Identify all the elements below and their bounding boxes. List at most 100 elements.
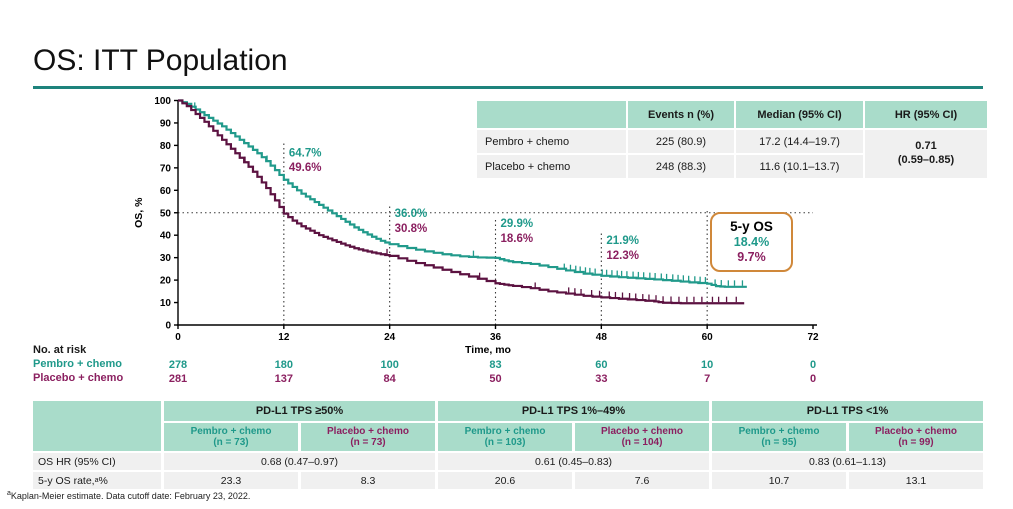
x-axis-title: Time, mo <box>465 344 511 356</box>
arm-n: (n = 103) <box>484 437 526 448</box>
milestone-label: 18.6% <box>501 233 534 245</box>
summary-row-label: Placebo + chemo <box>477 155 626 178</box>
milestone-label: 29.9% <box>501 218 534 230</box>
subheader-pembro: Pembro + chemo (n = 73) <box>164 423 298 451</box>
km-curve <box>178 99 745 305</box>
y-tick-label: 50 <box>160 208 172 219</box>
summary-hr-value: 0.71 (0.59–0.85) <box>865 130 987 178</box>
risk-count: 278 <box>168 359 188 371</box>
summary-events-value: 225 (80.9) <box>628 130 734 153</box>
row-label-5y-rate: 5-y OS rate, a % <box>33 472 161 489</box>
os-hr-value: 0.68 (0.47–0.97) <box>164 453 435 470</box>
group-header-tps-ge50: PD-L1 TPS ≥50% <box>164 401 435 421</box>
rate-value: 13.1 <box>849 472 983 489</box>
y-tick-label: 60 <box>160 186 172 197</box>
summary-header-events: Events n (%) <box>628 101 734 128</box>
rate-value: 23.3 <box>164 472 298 489</box>
rate-value: 10.7 <box>712 472 846 489</box>
y-tick-label: 0 <box>165 321 171 332</box>
arm-n: (n = 104) <box>621 437 663 448</box>
os-hr-value: 0.61 (0.45–0.83) <box>438 453 709 470</box>
rate-value: 20.6 <box>438 472 572 489</box>
group-header-tps-1-49: PD-L1 TPS 1%–49% <box>438 401 709 421</box>
milestone-label: 30.8% <box>395 223 428 235</box>
km-curve <box>178 99 747 288</box>
risk-count: 281 <box>168 373 188 385</box>
risk-count: 83 <box>489 359 502 371</box>
os-hr-value: 0.83 (0.61–1.13) <box>712 453 983 470</box>
subheader-pembro: Pembro + chemo (n = 103) <box>438 423 572 451</box>
y-tick-label: 100 <box>154 96 171 107</box>
summary-median-value: 17.2 (14.4–19.7) <box>736 130 863 153</box>
risk-count: 180 <box>274 359 294 371</box>
y-tick-label: 20 <box>160 276 172 287</box>
risk-count: 0 <box>809 359 817 371</box>
footnote-text: Kaplan-Meier estimate. Data cutoff date:… <box>10 491 251 501</box>
summary-events-value: 248 (88.3) <box>628 155 734 178</box>
arm-n: (n = 95) <box>761 437 797 448</box>
y-tick-label: 70 <box>160 163 172 174</box>
risk-count: 100 <box>380 359 399 371</box>
arm-name: Pembro + chemo <box>190 425 272 437</box>
subheader-placebo: Placebo + chemo (n = 99) <box>849 423 983 451</box>
arm-name: Placebo + chemo <box>875 425 957 437</box>
y-axis-title: OS, % <box>133 197 145 228</box>
y-tick-label: 10 <box>160 298 172 309</box>
arm-name: Pembro + chemo <box>738 425 820 437</box>
title-underline <box>33 86 983 89</box>
page-title: OS: ITT Population <box>33 44 288 77</box>
milestone-label: 64.7% <box>289 148 322 160</box>
summary-header-hr: HR (95% CI) <box>865 101 987 128</box>
five-year-os-pembro: 18.4% <box>733 235 770 250</box>
y-tick-label: 30 <box>160 253 172 264</box>
hr-value-line1: 0.71 <box>915 140 937 153</box>
risk-row-label-pembro: Pembro + chemo <box>33 358 122 370</box>
hr-value-line2: (0.59–0.85) <box>897 154 955 166</box>
rate-label-text: 5-y OS rate, <box>38 474 95 487</box>
subheader-placebo: Placebo + chemo (n = 73) <box>301 423 435 451</box>
x-tick-label: 72 <box>807 332 819 343</box>
summary-header-median: Median (95% CI) <box>736 101 863 128</box>
five-year-os-title: 5-y OS <box>730 218 773 234</box>
subgroup-table: PD-L1 TPS ≥50% PD-L1 TPS 1%–49% PD-L1 TP… <box>33 401 983 489</box>
subheader-placebo: Placebo + chemo (n = 104) <box>575 423 709 451</box>
rate-value: 7.6 <box>575 472 709 489</box>
footnote-sup: a <box>7 490 11 497</box>
subheader-pembro: Pembro + chemo (n = 95) <box>712 423 846 451</box>
arm-name: Placebo + chemo <box>601 425 683 437</box>
risk-count: 137 <box>274 373 294 385</box>
arm-name: Placebo + chemo <box>327 425 409 437</box>
summary-median-value: 11.6 (10.1–13.7) <box>736 155 863 178</box>
x-tick-label: 24 <box>384 332 396 343</box>
y-tick-label: 40 <box>160 231 172 242</box>
x-tick-label: 0 <box>175 332 181 343</box>
y-tick-label: 90 <box>160 118 172 129</box>
milestone-label: 21.9% <box>606 235 639 247</box>
x-tick-label: 12 <box>278 332 290 343</box>
rate-value: 8.3 <box>301 472 435 489</box>
y-tick-label: 80 <box>160 141 172 152</box>
x-tick-label: 48 <box>596 332 608 343</box>
arm-n: (n = 73) <box>213 437 249 448</box>
risk-count: 0 <box>809 373 817 385</box>
risk-count: 60 <box>595 359 608 371</box>
x-tick-label: 60 <box>702 332 714 343</box>
risk-row-label-placebo: Placebo + chemo <box>33 372 124 384</box>
milestone-label: 49.6% <box>289 162 322 174</box>
risk-count: 33 <box>595 373 608 385</box>
group-header-tps-lt1: PD-L1 TPS <1% <box>712 401 983 421</box>
summary-table: Events n (%) Median (95% CI) HR (95% CI)… <box>477 101 987 178</box>
milestone-label: 12.3% <box>606 250 639 262</box>
risk-count: 7 <box>704 373 711 385</box>
five-year-os-placebo: 9.7% <box>737 250 766 265</box>
arm-n: (n = 99) <box>898 437 934 448</box>
risk-count: 50 <box>489 373 502 385</box>
arm-n: (n = 73) <box>350 437 386 448</box>
arm-name: Pembro + chemo <box>464 425 546 437</box>
footnote: aKaplan-Meier estimate. Data cutoff date… <box>7 490 251 501</box>
risk-count: 10 <box>701 359 714 371</box>
x-tick-label: 36 <box>490 332 502 343</box>
subgroup-corner-cell <box>33 401 161 451</box>
summary-corner-cell <box>477 101 626 128</box>
